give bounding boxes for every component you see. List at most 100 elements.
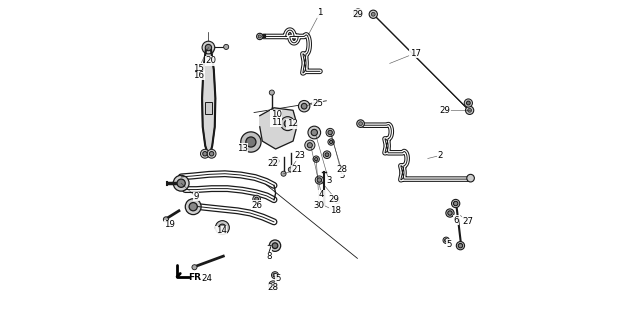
Circle shape	[298, 100, 310, 112]
Circle shape	[464, 99, 472, 107]
Text: 15: 15	[193, 64, 204, 73]
Text: 29: 29	[352, 10, 363, 19]
Text: 8: 8	[266, 252, 271, 261]
Text: 12: 12	[287, 119, 298, 128]
Circle shape	[356, 11, 360, 16]
Text: 30: 30	[314, 201, 325, 210]
Text: 13: 13	[237, 144, 248, 153]
Circle shape	[467, 101, 470, 105]
Text: 4: 4	[319, 191, 324, 199]
Circle shape	[246, 137, 256, 147]
Text: 29: 29	[440, 106, 451, 115]
Circle shape	[284, 120, 291, 127]
Circle shape	[219, 224, 226, 231]
Circle shape	[255, 197, 259, 201]
Text: 11: 11	[271, 118, 282, 126]
Circle shape	[313, 156, 319, 162]
Circle shape	[271, 157, 279, 165]
Circle shape	[468, 108, 472, 112]
Text: 14: 14	[216, 226, 227, 235]
Polygon shape	[260, 108, 297, 149]
Text: 5: 5	[447, 240, 452, 249]
Circle shape	[358, 122, 362, 126]
Text: 22: 22	[268, 159, 278, 168]
Circle shape	[281, 117, 294, 131]
Circle shape	[269, 240, 281, 251]
Circle shape	[467, 174, 474, 182]
FancyBboxPatch shape	[205, 102, 212, 114]
Circle shape	[173, 175, 189, 191]
Circle shape	[177, 179, 185, 187]
Circle shape	[209, 152, 214, 156]
Text: 28: 28	[268, 283, 278, 292]
Text: 26: 26	[252, 201, 263, 210]
Circle shape	[325, 153, 329, 157]
Circle shape	[269, 90, 275, 95]
Text: 24: 24	[201, 274, 212, 283]
Text: 16: 16	[193, 71, 204, 80]
Circle shape	[257, 33, 263, 40]
Circle shape	[371, 12, 375, 16]
Circle shape	[356, 120, 364, 127]
Text: 9: 9	[193, 192, 198, 201]
Text: FR.: FR.	[188, 273, 205, 282]
Circle shape	[200, 149, 209, 158]
Text: 10: 10	[271, 110, 282, 119]
Text: 29: 29	[329, 195, 340, 204]
Polygon shape	[202, 49, 216, 155]
Circle shape	[369, 10, 378, 18]
Circle shape	[308, 126, 321, 139]
Text: 21: 21	[292, 165, 303, 174]
Circle shape	[323, 151, 331, 158]
Text: 5: 5	[339, 171, 345, 180]
Circle shape	[443, 237, 449, 243]
Circle shape	[202, 41, 215, 54]
Circle shape	[328, 130, 332, 135]
Text: 28: 28	[336, 165, 347, 174]
Circle shape	[328, 139, 334, 145]
Text: 2: 2	[438, 151, 444, 160]
Circle shape	[326, 128, 334, 137]
Circle shape	[305, 140, 315, 150]
Circle shape	[315, 158, 318, 161]
Circle shape	[241, 132, 261, 152]
Circle shape	[330, 140, 333, 144]
Circle shape	[189, 203, 197, 211]
Circle shape	[307, 143, 312, 148]
Circle shape	[203, 152, 207, 156]
Circle shape	[192, 265, 197, 270]
Circle shape	[185, 199, 201, 215]
Circle shape	[446, 209, 454, 217]
Circle shape	[465, 106, 474, 114]
Circle shape	[316, 176, 323, 184]
Circle shape	[272, 243, 278, 249]
Text: 6: 6	[454, 216, 459, 225]
Circle shape	[448, 211, 452, 215]
Circle shape	[207, 149, 216, 158]
Circle shape	[281, 171, 286, 176]
Text: 19: 19	[164, 220, 175, 229]
Circle shape	[445, 239, 448, 242]
Circle shape	[216, 221, 229, 235]
Text: 23: 23	[294, 152, 305, 160]
Circle shape	[273, 159, 277, 163]
Circle shape	[205, 44, 212, 51]
Text: 18: 18	[330, 206, 340, 215]
Circle shape	[454, 201, 458, 206]
Circle shape	[317, 178, 321, 182]
Text: 5: 5	[275, 275, 281, 283]
Circle shape	[452, 199, 460, 208]
Circle shape	[301, 103, 307, 109]
Text: 3: 3	[326, 176, 332, 185]
Text: 1: 1	[317, 8, 323, 17]
Circle shape	[288, 167, 293, 172]
Text: 7: 7	[266, 245, 271, 254]
Circle shape	[311, 129, 317, 136]
Circle shape	[273, 273, 277, 277]
Text: 27: 27	[463, 217, 474, 226]
Circle shape	[458, 243, 463, 248]
Circle shape	[271, 283, 276, 288]
Circle shape	[258, 35, 261, 38]
Circle shape	[223, 44, 228, 49]
Circle shape	[354, 9, 362, 18]
